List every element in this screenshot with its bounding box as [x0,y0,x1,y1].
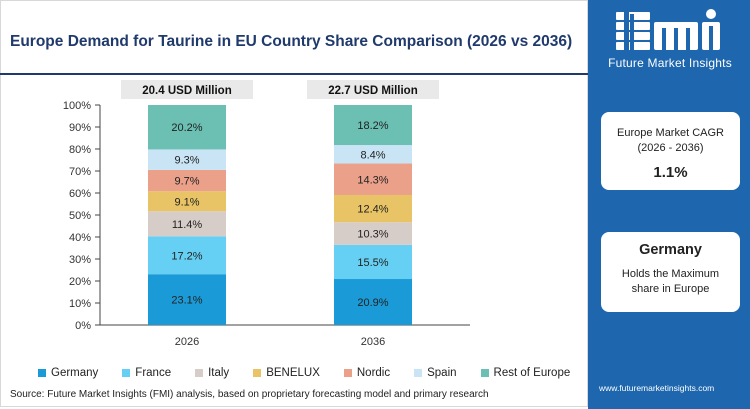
bar-segment-germany-2026 [148,274,226,325]
leader-line-2: share in Europe [631,283,710,295]
website-url: www.futuremarketinsights.com [599,383,715,393]
data-label: 14.3% [357,174,388,186]
data-label: 20.2% [171,122,202,134]
y-tick-label: 80% [69,144,91,156]
legend-swatch [253,369,262,377]
data-label: 9.3% [174,155,199,167]
total-box [307,80,439,99]
legend-label: Nordic [356,367,391,379]
chart-title: Europe Demand for Taurine in EU Country … [10,33,573,50]
fmi-logo-mark [616,8,720,54]
legend-label: Germany [51,367,99,379]
bar-segment-spain-2026 [148,149,226,170]
data-label: 17.2% [171,250,202,262]
cagr-card: Europe Market CAGR (2026 - 2036) 1.1% [601,112,740,190]
legend-item-rest-of-europe: Rest of Europe [480,367,571,379]
y-tick-label: 40% [69,232,91,244]
y-tick-label: 0% [75,320,91,332]
legend-item-france: France [122,367,171,379]
data-label: 9.7% [174,176,199,188]
data-label: 9.1% [174,196,199,208]
fmi-logo: Future Market Insights [600,8,740,76]
chart-legend: Germany France Italy BENELUX Nordic Spain Rest… [38,366,594,380]
legend-item-nordic: Nordic [343,367,391,379]
leader-country: Germany [639,242,702,258]
bar-segment-france-2036 [334,244,412,280]
bar-segment-spain-2036 [334,145,412,164]
side-panel [588,0,750,409]
y-tick-label: 20% [69,276,91,288]
bar-segment-rest-of-europe-2026 [148,105,226,150]
legend-label: BENELUX [266,367,320,379]
y-tick-label: 60% [69,188,91,200]
legend-label: Spain [427,367,457,379]
cagr-label: Europe Market CAGR [617,127,724,139]
bar-segment-nordic-2026 [148,169,226,192]
leader-line-1: Holds the Maximum [621,268,720,280]
data-label: 11.4% [172,219,203,231]
legend-item-germany: Germany [38,367,98,379]
legend-swatch [195,369,204,377]
legend-item-benelux: BENELUX [253,367,320,379]
legend-label: Italy [208,367,230,379]
bar-segment-germany-2036 [334,279,412,325]
legend-swatch [38,369,46,377]
total-label: 22.7 USD Million [328,85,417,97]
legend-item-italy: Italy [195,367,229,379]
stacked-bar-chart: 0% 10% 20% 30% 40% 50% 60% 70% 80% 90% 100% 23.1% 17… [63,80,470,348]
legend-swatch [480,369,489,377]
data-label: 18.2% [357,120,388,132]
y-tick-label: 50% [69,210,91,222]
data-label: 8.4% [360,149,385,161]
data-label: 10.3% [357,229,388,241]
legend-swatch [343,369,352,377]
data-label: 12.4% [357,204,388,216]
legend-item-spain: Spain [414,367,457,379]
bar-segment-benelux-2036 [334,194,412,223]
leader-card: Germany Holds the Maximum share in Europ… [601,232,740,312]
title-divider [0,73,588,75]
logo-subtitle: Future Market Insights [608,56,732,70]
x-tick-label: 2036 [361,336,385,348]
total-label: 20.4 USD Million [142,85,231,97]
y-tick-label: 90% [69,122,91,134]
bar-segment-italy-2026 [148,211,226,237]
y-tick-label: 70% [69,166,91,178]
legend-label: France [135,367,172,379]
bar-segment-italy-2036 [334,222,412,245]
y-tick-label: 10% [69,298,91,310]
y-tick-label: 100% [63,100,91,112]
data-label: 20.9% [357,297,388,309]
source-note: Source: Future Market Insights (FMI) ana… [10,389,489,400]
bar-segment-france-2026 [148,236,226,275]
data-label: 23.1% [171,295,202,307]
data-label: 15.5% [357,257,388,269]
bar-segment-nordic-2036 [334,163,412,195]
bar-segment-rest-of-europe-2036 [334,105,412,146]
legend-swatch [414,369,423,377]
x-tick-label: 2026 [175,336,199,348]
bar-segment-benelux-2026 [148,191,226,212]
y-tick-label: 30% [69,254,91,266]
chart-frame [0,0,588,407]
total-box [121,80,253,99]
cagr-period: (2026 - 2036) [637,142,704,154]
cagr-value: 1.1% [653,164,688,181]
legend-swatch [122,369,131,377]
legend-label: Rest of Europe [493,367,571,379]
